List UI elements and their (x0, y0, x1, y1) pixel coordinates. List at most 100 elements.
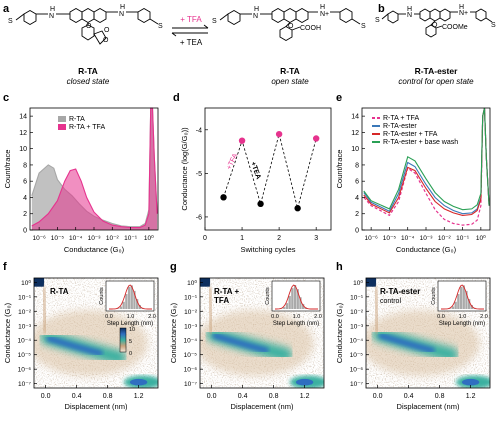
structure-r-ta-ester-atoms: S H N O H N+ S COOMe (375, 4, 496, 31)
x-tick-label: 1.2 (466, 393, 476, 400)
heatmap-label: R-TA-ester (380, 287, 420, 296)
y-tick-label: 10⁻⁷ (184, 381, 198, 388)
svg-text:S: S (375, 17, 380, 24)
y-tick-label: 0 (355, 228, 359, 235)
inset-y-label: Counts (265, 287, 271, 305)
panel-letter-g: g (170, 261, 177, 273)
svg-text:N+: N+ (459, 10, 468, 17)
inset-x-tick-label: 2.0 (148, 314, 156, 320)
series-fill-2 (31, 108, 158, 230)
y-axis-label: Conductance (G₀) (335, 302, 344, 363)
inset-bar (119, 306, 123, 309)
y-tick-label: 12 (351, 130, 359, 137)
svg-text:O: O (104, 27, 110, 34)
heatmap-g0-plateau (200, 278, 211, 287)
y-tick-label: 10⁰ (187, 279, 197, 287)
y-tick-label: 10⁻² (184, 309, 198, 316)
inset-x-label: Step Length (nm) (273, 321, 319, 327)
y-tick-label: 8 (355, 162, 359, 169)
inset-bar (457, 294, 460, 309)
panel-a: a S H N O H N S O O R-TA clo (3, 3, 366, 86)
y-tick-label: 10⁰ (353, 279, 363, 287)
y-tick-label: 10⁻⁴ (184, 338, 198, 345)
colorbar-label: 5 (129, 339, 132, 345)
plot-frame (204, 107, 332, 231)
inset-bar (293, 285, 297, 309)
x-tick-label: 2 (277, 235, 281, 242)
switching-path (223, 133, 317, 210)
legend-label: R-TA-ester (383, 123, 417, 130)
panel-letter-h: h (336, 261, 343, 273)
y-tick-label: 10⁻² (18, 309, 32, 316)
x-tick-label: 0.0 (41, 393, 51, 400)
x-tick-label: 10⁻¹ (124, 235, 138, 242)
x-tick-label: 10⁻⁵ (383, 235, 397, 242)
heatmap-noise-floor-core (295, 378, 314, 386)
inset-x-label: Step Length (nm) (439, 321, 485, 327)
y-tick-label: 10⁻⁴ (18, 338, 32, 345)
open-state-point (312, 135, 320, 142)
inset-y-label: Counts (99, 287, 105, 305)
y-tick-label: 4 (355, 195, 359, 202)
r-ta-closed-state: closed state (67, 77, 110, 86)
svg-text:O: O (86, 23, 92, 30)
inset-bar (125, 294, 128, 309)
r-ta-closed-name: R-TA (78, 66, 98, 76)
x-axis-label: Conductance (G₀) (64, 245, 125, 254)
inset-bar (468, 299, 471, 309)
inset-x-tick-label: 0.0 (271, 314, 279, 320)
y-tick-label: 2 (23, 211, 27, 218)
svg-text:H: H (320, 4, 325, 11)
inset-bar (122, 301, 125, 309)
y-axis-label: Conductance (G₀) (3, 302, 12, 363)
svg-text:H: H (120, 4, 125, 11)
panel-letter-c: c (3, 92, 9, 104)
svg-text:S: S (491, 22, 496, 29)
legend-label: R-TA + TFA (383, 115, 419, 122)
colorbar-label: 0 (129, 351, 132, 357)
inset-bar (302, 303, 305, 309)
structure-r-ta-closed-atoms: S H N O H N S O O (8, 4, 163, 44)
y-tick-label: 14 (19, 114, 27, 121)
inset-bar (291, 288, 294, 309)
x-tick-label: 10⁻³ (420, 235, 434, 242)
plot-frame (199, 277, 325, 389)
x-tick-label: 10⁻⁴ (401, 235, 415, 242)
svg-text:N: N (49, 13, 54, 20)
y-tick-label: 0 (23, 228, 27, 235)
panel-c-chart: 0 2 4 6 8 10 12 14 10⁻⁶ 10⁻⁵ 10⁻⁴ 10⁻³ 10⁻² 10⁻¹ 10⁰ Co… (3, 107, 159, 254)
series-line-4 (363, 107, 490, 211)
inset-bar (283, 307, 286, 309)
x-tick-label: 10⁻² (438, 235, 452, 242)
inset-bar (117, 308, 120, 309)
structure-r-ta-ester (381, 8, 493, 38)
x-axis-label: Displacement (nm) (231, 402, 294, 411)
x-tick-label: 10⁻² (106, 235, 120, 242)
plot-frame (365, 277, 491, 389)
inset-bar (285, 303, 289, 309)
closed-state-point (294, 205, 301, 212)
inset-bar (454, 301, 457, 309)
inset-bar (138, 305, 141, 309)
panel-letter-f: f (3, 261, 7, 273)
annotation-tfa: +TFA (226, 152, 240, 171)
inset-x-tick-label: 0.0 (437, 314, 445, 320)
y-tick-label: 6 (23, 179, 27, 186)
y-axis-label: Conductance (log(G/G₀)) (180, 127, 189, 211)
y-axis-label: Count/trace (3, 150, 12, 189)
y-tick-label: 10⁻³ (350, 323, 364, 330)
cooh-group: COOH (300, 25, 321, 32)
y-tick-label: 10 (19, 146, 27, 153)
heatmap-noise-floor-core (129, 378, 148, 386)
y-tick-label: 10⁻¹ (18, 294, 32, 301)
series-line-2 (31, 107, 158, 229)
inset-x-tick-label: 0.0 (105, 314, 113, 320)
svg-text:H: H (50, 6, 55, 13)
r-ta-open-state: open state (271, 77, 309, 86)
legend-label: R-TA (69, 116, 85, 123)
x-tick-label: 1.2 (134, 393, 144, 400)
inset-bar (133, 290, 136, 309)
x-tick-label: 0.8 (269, 393, 279, 400)
inset-bar (296, 289, 299, 309)
